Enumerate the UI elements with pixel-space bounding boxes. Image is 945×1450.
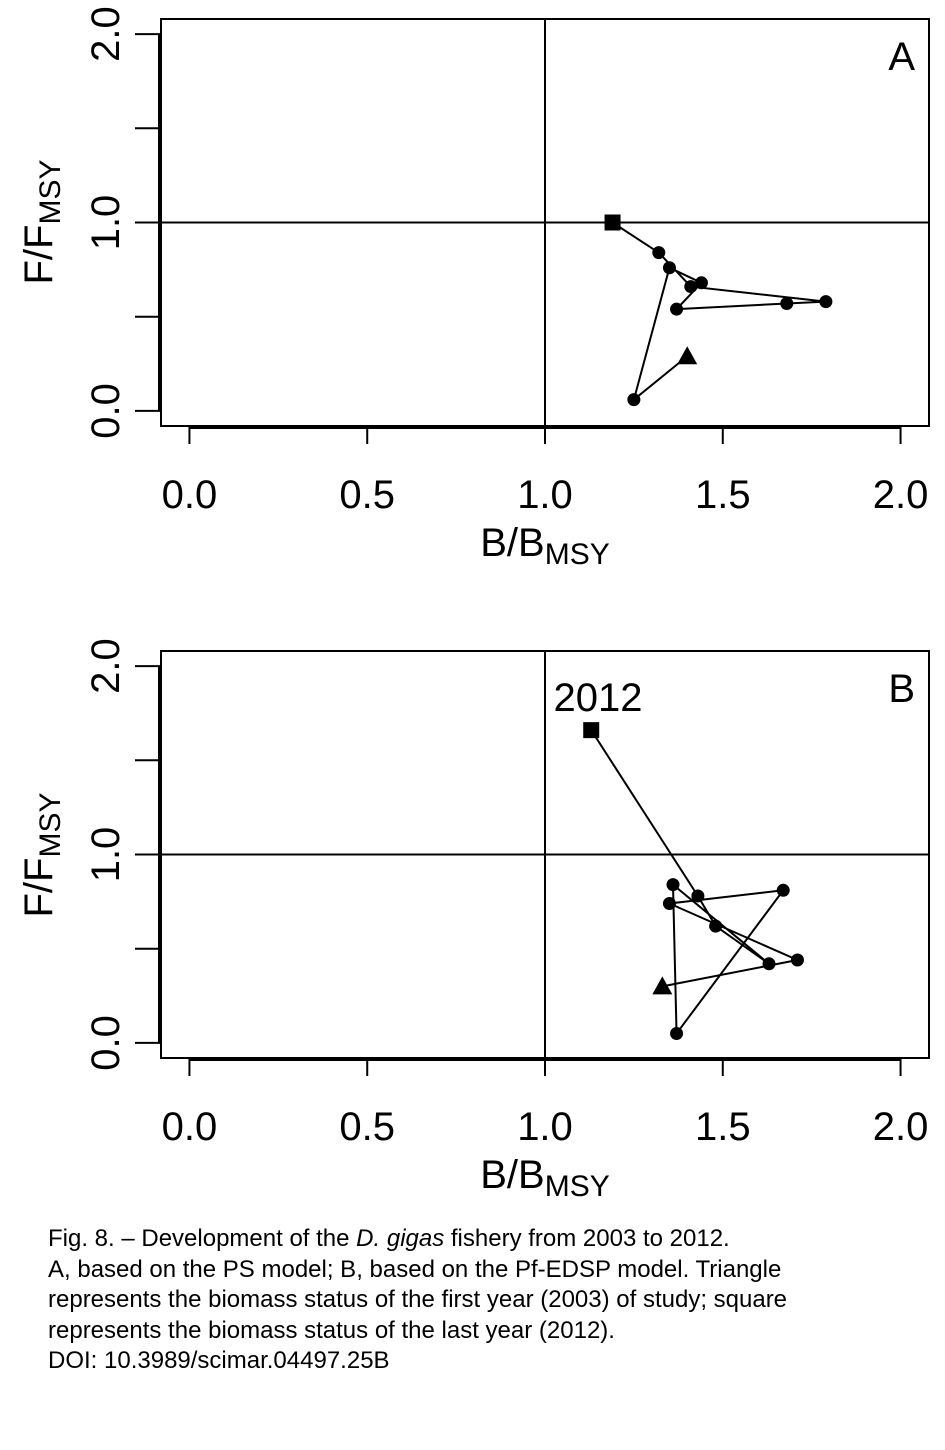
last-year-square-marker [604, 214, 621, 231]
last-year-square-marker [583, 722, 600, 739]
x-tick-label: 1.0 [517, 1105, 573, 1149]
y-axis-label-main: F/F [17, 225, 61, 285]
figure-caption: Fig. 8. – Development of the D. gigas fi… [48, 1224, 928, 1377]
first-year-triangle-marker [652, 976, 673, 995]
y-axis: 0.0 1.0 2.0 [84, 638, 161, 1071]
caption-line-1: Fig. 8. – Development of the D. gigas fi… [48, 1224, 928, 1255]
y-tick-label: 2.0 [84, 6, 128, 62]
x-axis-label-sub: MSY [545, 1170, 610, 1203]
data-point-marker [691, 889, 705, 903]
y-axis-label-sub: MSY [34, 793, 67, 858]
caption-doi: DOI: 10.3989/scimar.04497.25B [48, 1347, 390, 1374]
reference-lines [161, 651, 929, 1058]
x-tick-label: 1.5 [695, 473, 751, 517]
trajectory-line [590, 729, 801, 1037]
panel-label: B [888, 667, 915, 711]
x-tick-label: 1.0 [517, 473, 573, 517]
first-year-triangle-marker [677, 346, 698, 365]
x-axis-label-main: B/B [480, 1153, 544, 1197]
caption-species-name: D. gigas [356, 1225, 445, 1252]
y-tick-label: 0.0 [84, 1015, 128, 1071]
x-tick-label: 0.5 [339, 473, 395, 517]
data-point-marker [776, 883, 790, 897]
figure-canvas: 0.0 0.5 1.0 1.5 2.0 0.01.02.0 A B/BMSY F/FMS… [17, 6, 930, 1203]
trajectory-series [583, 722, 804, 1041]
y-axis-label: F/FMSY [17, 793, 67, 918]
y-tick-label: 2.0 [84, 638, 128, 694]
y-axis-label: F/FMSY [17, 160, 67, 285]
data-point-marker [694, 276, 708, 290]
data-point-marker [666, 878, 680, 892]
x-axis-label: B/BMSY [480, 1153, 610, 1203]
x-tick-label: 0.0 [162, 473, 218, 517]
data-point-marker [684, 280, 698, 294]
panel-a: 0.0 0.5 1.0 1.5 2.0 0.01.02.0 A B/BMSY F/FMS… [17, 6, 930, 571]
x-tick-label: 0.5 [339, 1105, 395, 1149]
panel-b: 0.0 0.5 1.0 1.5 2.0 0.01.02.0 B 2012 B/BMSY … [17, 638, 930, 1203]
caption-line-2: A, based on the PS model; B, based on th… [48, 1255, 782, 1283]
data-point-marker [762, 957, 776, 971]
data-point-marker [709, 919, 723, 933]
data-point-marker [652, 246, 666, 260]
reference-lines [161, 19, 929, 426]
data-point-marker [670, 1027, 684, 1041]
caption-line-4: represents the biomass status of the las… [48, 1316, 615, 1344]
y-tick-label: 1.0 [84, 827, 128, 883]
x-axis-label: B/BMSY [480, 521, 610, 571]
panel-label: A [888, 35, 915, 79]
x-tick-label: 1.5 [695, 1105, 751, 1149]
caption-line-3: represents the biomass status of the fir… [48, 1286, 788, 1313]
y-axis: 0.0 1.0 2.0 [84, 6, 161, 439]
x-tick-label: 2.0 [873, 473, 929, 517]
x-axis-label-sub: MSY [545, 538, 610, 571]
data-point-marker [790, 953, 804, 967]
y-axis-label-sub: MSY [34, 160, 67, 225]
x-tick-label: 0.0 [162, 1105, 218, 1149]
data-point-marker [819, 295, 833, 309]
data-point-marker [662, 261, 676, 275]
caption-text: fishery from 2003 to 2012. [444, 1225, 730, 1252]
data-point-marker [662, 896, 676, 910]
annotation-2012: 2012 [554, 676, 643, 720]
caption-text: Fig. 8. – Development of the [48, 1225, 357, 1252]
y-tick-label: 0.0 [84, 383, 128, 439]
data-point-marker [780, 297, 794, 311]
trajectory-series [604, 214, 833, 407]
x-tick-label: 2.0 [873, 1105, 929, 1149]
y-axis-label-main: F/F [17, 858, 61, 918]
trajectory-line [612, 221, 826, 403]
x-axis: 0.0 0.5 1.0 1.5 2.0 [162, 426, 929, 517]
x-axis: 0.0 0.5 1.0 1.5 2.0 [162, 1058, 929, 1149]
data-point-marker [670, 302, 684, 316]
data-point-marker [627, 393, 641, 407]
y-tick-label: 1.0 [84, 195, 128, 251]
x-axis-label-main: B/B [480, 521, 544, 565]
